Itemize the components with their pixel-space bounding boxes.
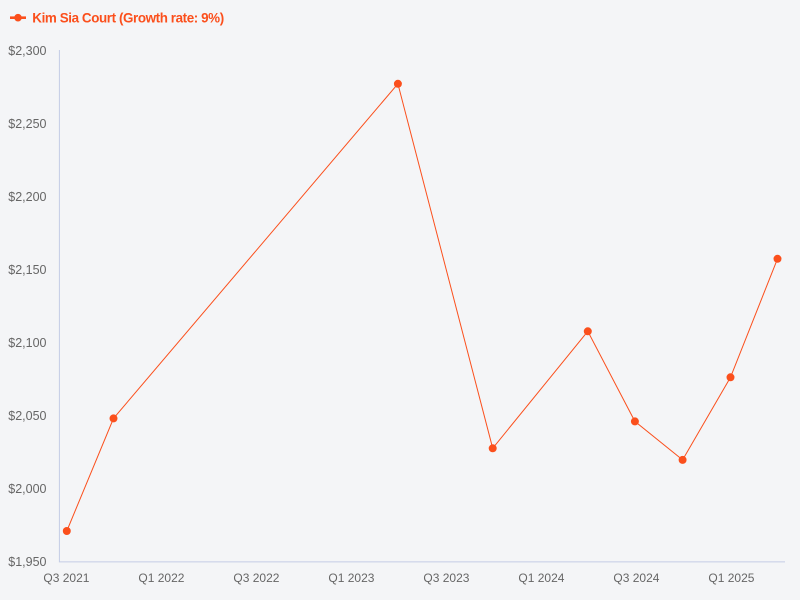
svg-text:$2,200: $2,200 xyxy=(8,190,46,204)
svg-text:Kim Sia Court (Growth rate: 9%: Kim Sia Court (Growth rate: 9%) xyxy=(32,10,223,25)
svg-text:$2,250: $2,250 xyxy=(8,117,46,131)
svg-text:Q3 2024: Q3 2024 xyxy=(613,571,659,585)
svg-text:Q1 2024: Q1 2024 xyxy=(518,571,564,585)
svg-text:Q3 2023: Q3 2023 xyxy=(423,571,469,585)
svg-text:Q1 2022: Q1 2022 xyxy=(138,571,184,585)
svg-text:$2,000: $2,000 xyxy=(8,482,46,496)
svg-text:Q3 2021: Q3 2021 xyxy=(43,571,89,585)
svg-text:$2,100: $2,100 xyxy=(8,336,46,350)
svg-text:$2,150: $2,150 xyxy=(8,263,46,277)
svg-text:Q1 2025: Q1 2025 xyxy=(708,571,754,585)
svg-text:$1,950: $1,950 xyxy=(8,555,46,569)
svg-text:$2,050: $2,050 xyxy=(8,409,46,423)
svg-text:Q1 2023: Q1 2023 xyxy=(328,571,374,585)
svg-text:Q3 2022: Q3 2022 xyxy=(233,571,279,585)
svg-text:$2,300: $2,300 xyxy=(8,44,46,58)
